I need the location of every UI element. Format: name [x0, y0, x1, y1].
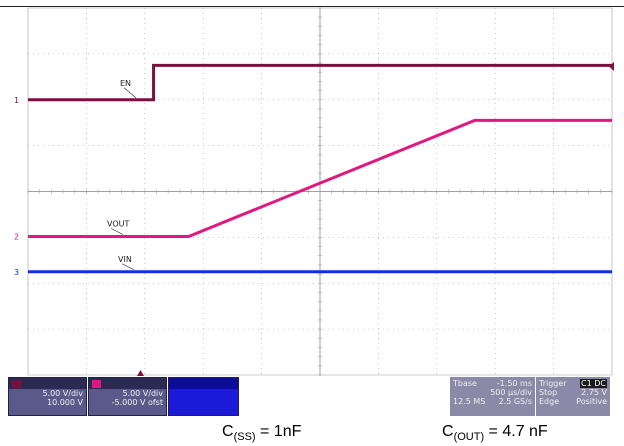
- leader-vin: [121, 263, 135, 271]
- timebase-status[interactable]: Tbase -1.50 ms 500 µs/div 12.5 MS 2.5 GS…: [450, 377, 535, 416]
- trace-en: [28, 63, 612, 102]
- ch2-offset: -5.000 V ofst: [111, 398, 163, 407]
- leader-en: [123, 87, 137, 98]
- ch1-color-chip: [12, 379, 21, 388]
- ch1-scale: 5.00 V/div: [42, 389, 83, 398]
- trigger-mode: Stop: [539, 388, 558, 397]
- ch2-color-chip: [92, 379, 101, 388]
- ch1-offset: 10.000 V: [46, 398, 83, 407]
- trigger-status[interactable]: Trigger C1 DC Stop 2.75 V Edge Positive: [536, 377, 610, 416]
- timebase-position: -1.50 ms: [496, 379, 532, 388]
- trace-labels: EN VOUT VIN: [107, 79, 137, 271]
- trigger-level: 2.75 V: [581, 388, 607, 397]
- graticule: [27, 7, 613, 376]
- trace-label-vout: VOUT: [107, 219, 129, 228]
- caption-css: C(SS) = 1nF: [222, 423, 302, 444]
- timebase-label: Tbase: [453, 379, 477, 388]
- caption-cout: C(OUT) = 4.7 nF: [442, 423, 548, 444]
- leader-vout: [110, 228, 124, 235]
- plot-background: [0, 0, 624, 378]
- trace-label-vin: VIN: [118, 255, 132, 264]
- channel-marker-en: 1: [14, 96, 19, 105]
- timebase-samples: 12.5 MS: [453, 397, 486, 406]
- ch3-status[interactable]: [168, 377, 239, 416]
- channel-marker-vin: 3: [14, 268, 19, 277]
- trigger-source: C1 DC: [580, 379, 607, 388]
- trigger-level-marker: [609, 62, 614, 71]
- trace-vout: [28, 118, 612, 238]
- ch2-status[interactable]: 5.00 V/div -5.000 V ofst: [88, 377, 167, 416]
- timebase-rate: 2.5 GS/s: [498, 397, 532, 406]
- trace-label-en: EN: [120, 79, 131, 88]
- trigger-label: Trigger: [539, 379, 567, 388]
- ch1-status[interactable]: 5.00 V/div 10.000 V: [8, 377, 87, 416]
- center-ticks: [27, 7, 613, 376]
- oscilloscope-screen: EN VOUT VIN 1 2 3: [0, 0, 624, 378]
- trigger-position-marker: [137, 370, 144, 376]
- trigger-slope: Positive: [576, 397, 607, 406]
- timebase-scale: 500 µs/div: [490, 388, 532, 397]
- trigger-type: Edge: [539, 397, 560, 406]
- channel-markers: 1 2 3: [14, 96, 19, 277]
- channel-marker-vout: 2: [14, 232, 19, 241]
- traces: [28, 63, 612, 274]
- ch2-scale: 5.00 V/div: [122, 389, 163, 398]
